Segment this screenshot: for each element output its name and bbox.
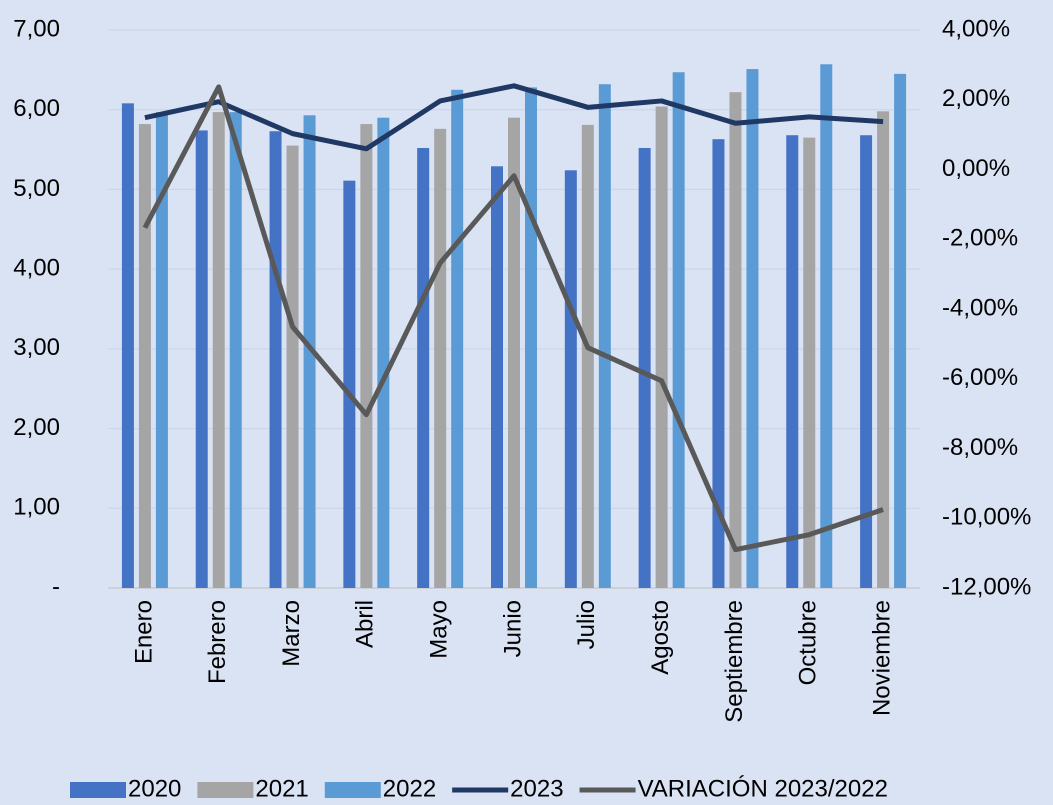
bar <box>860 135 873 589</box>
y2-tick-label: -4,00% <box>942 294 1018 321</box>
x-tick-label: Marzo <box>278 600 305 667</box>
bar <box>581 124 594 589</box>
bar <box>121 103 134 588</box>
legend-label: 2022 <box>383 775 436 802</box>
legend-swatch <box>70 782 126 798</box>
legend-label: 2021 <box>255 775 308 802</box>
bar <box>195 130 208 588</box>
bar <box>303 115 316 589</box>
y-tick-label: - <box>52 573 60 600</box>
bar <box>564 170 577 588</box>
legend-label: 2023 <box>510 775 563 802</box>
bar <box>451 89 464 589</box>
y-tick-label: 6,00 <box>13 95 60 122</box>
x-tick-label: Junio <box>499 600 526 657</box>
y2-tick-label: 4,00% <box>942 15 1010 42</box>
bar <box>269 131 282 589</box>
bar <box>877 111 890 589</box>
line-series <box>144 83 884 152</box>
y-tick-label: 7,00 <box>13 15 60 42</box>
y2-tick-label: -6,00% <box>942 364 1018 391</box>
y-tick-label: 2,00 <box>13 414 60 441</box>
x-tick-label: Julio <box>573 600 600 649</box>
x-tick-label: Febrero <box>204 600 231 684</box>
bar <box>286 145 299 589</box>
y-tick-label: 5,00 <box>13 175 60 202</box>
bar <box>377 117 390 588</box>
bar <box>786 135 799 589</box>
x-tick-label: Agosto <box>647 600 674 675</box>
legend-swatch <box>197 782 254 798</box>
bar <box>894 73 907 589</box>
x-tick-label: Mayo <box>426 600 453 659</box>
bar <box>138 124 151 588</box>
bar <box>746 69 759 588</box>
bar <box>508 117 520 588</box>
bar <box>155 112 168 588</box>
bar <box>525 87 537 588</box>
bar <box>491 166 503 588</box>
bar <box>360 124 373 588</box>
x-tick-label: Octubre <box>795 600 822 685</box>
bar <box>343 180 356 588</box>
bar <box>820 64 833 588</box>
legend-label: VARIACIÓN 2023/2022 <box>638 775 888 802</box>
line-series <box>142 84 884 553</box>
bar <box>655 106 668 589</box>
bar <box>729 92 742 589</box>
bar <box>638 147 651 588</box>
x-tick-label: Septiembre <box>721 600 748 723</box>
x-tick-label: Enero <box>130 600 157 664</box>
y2-tick-label: -10,00% <box>942 504 1031 531</box>
y2-tick-label: 2,00% <box>942 85 1010 112</box>
bar <box>712 139 725 589</box>
bar <box>598 84 611 588</box>
y2-tick-label: -2,00% <box>942 225 1018 252</box>
bar <box>212 112 225 588</box>
bar <box>229 112 242 588</box>
y-tick-label: 3,00 <box>13 334 60 361</box>
bar <box>672 72 685 588</box>
y-tick-label: 1,00 <box>13 494 60 521</box>
y2-tick-label: -8,00% <box>942 434 1018 461</box>
x-tick-label: Abril <box>352 600 379 648</box>
y2-tick-label: -12,00% <box>942 573 1031 600</box>
bar <box>417 147 430 588</box>
legend-swatch <box>324 782 381 798</box>
legend-label: 2020 <box>128 775 181 802</box>
x-tick-label: Noviembre <box>868 600 895 716</box>
y-tick-label: 4,00 <box>13 254 60 281</box>
y2-tick-label: 0,00% <box>942 155 1010 182</box>
bar <box>803 137 816 588</box>
bar <box>434 128 447 589</box>
